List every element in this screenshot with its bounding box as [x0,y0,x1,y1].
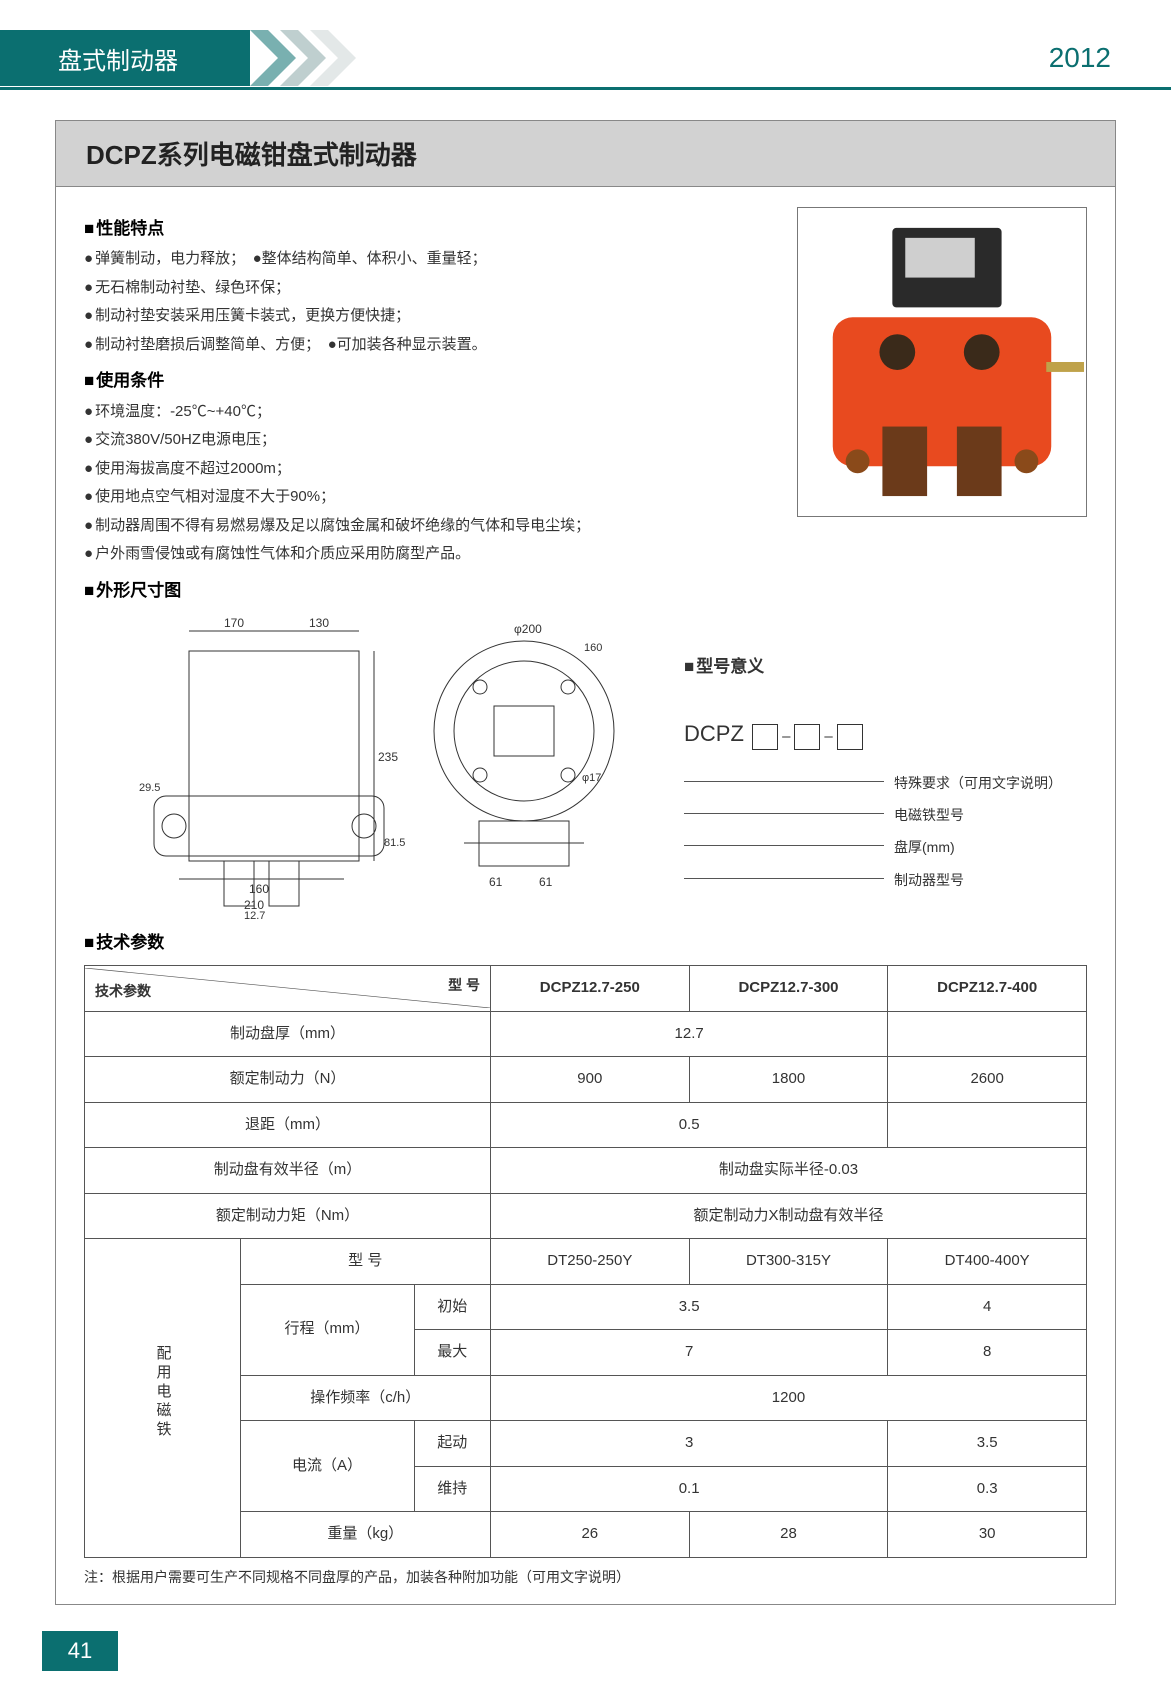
category-banner: 盘式制动器 [0,30,250,86]
svg-text:φ17: φ17 [582,772,601,784]
param-value: 7 [490,1330,887,1376]
table-row: 额定制动力（N） 900 1800 2600 [85,1057,1087,1103]
param-label: 制动盘有效半径（m） [85,1148,491,1194]
param-sublabel: 维持 [414,1466,490,1512]
page-number: 41 [42,1631,118,1671]
param-label: 额定制动力矩（Nm） [85,1193,491,1239]
svg-text:130: 130 [309,616,329,630]
param-value: 1200 [490,1375,1086,1421]
param-label: 制动盘厚（mm） [85,1011,491,1057]
header-param: 技术参数 [95,978,151,1005]
content-box: DCPZ系列电磁钳盘式制动器 性能特点 弹簧制动，电力释放； ●整体结构简单、体… [55,120,1116,1605]
table-row: 制动盘有效半径（m） 制动盘实际半径-0.03 [85,1148,1087,1194]
param-label: 退距（mm） [85,1102,491,1148]
param-label: 重量（kg） [240,1512,490,1558]
legend-item: 制动器型号 [684,864,1087,896]
param-value: 8 [888,1330,1087,1376]
param-sublabel: 起动 [414,1421,490,1467]
svg-text:170: 170 [224,616,244,630]
model-meaning-heading: 型号意义 [684,651,1087,683]
model-meaning-block: 型号意义 DCPZ –– 特殊要求（可用文字说明） 电磁铁型号 盘厚(mm) 制… [654,611,1087,921]
technical-drawing: 170 130 235 29.5 12.7 160 210 [84,611,644,921]
param-value: DT400-400Y [888,1239,1087,1285]
legend-item: 盘厚(mm) [684,831,1087,863]
legend-item: 电磁铁型号 [684,799,1087,831]
param-value: DT250-250Y [490,1239,689,1285]
banner-chevrons [250,30,390,86]
svg-text:61: 61 [539,875,553,889]
param-value: 1800 [689,1057,888,1103]
svg-text:235: 235 [378,750,398,764]
svg-text:160: 160 [249,882,269,896]
category-title: 盘式制动器 [58,41,178,76]
model-box [837,724,863,750]
body-area: 性能特点 弹簧制动，电力释放； ●整体结构简单、体积小、重量轻； 无石棉制动衬垫… [56,187,1115,1604]
param-value: 4 [888,1284,1087,1330]
param-value [888,1011,1087,1057]
header-model: 型 号 [448,972,480,999]
param-value: 3 [490,1421,887,1467]
table-row: 配用电磁铁 型 号 DT250-250Y DT300-315Y DT400-40… [85,1239,1087,1285]
model-col: DCPZ12.7-400 [888,966,1087,1012]
model-box [752,724,778,750]
param-label: 操作频率（c/h） [240,1375,490,1421]
svg-text:210: 210 [244,898,264,912]
diagram-row: 170 130 235 29.5 12.7 160 210 [84,611,1087,921]
param-label: 行程（mm） [240,1284,414,1375]
svg-text:81.5: 81.5 [384,837,405,849]
svg-text:29.5: 29.5 [139,782,160,794]
param-label: 额定制动力（N） [85,1057,491,1103]
table-row: 额定制动力矩（Nm） 额定制动力X制动盘有效半径 [85,1193,1087,1239]
legend-item: 特殊要求（可用文字说明） [684,767,1087,799]
top-banner: 盘式制动器 2012 [0,0,1171,90]
param-label: 型 号 [240,1239,490,1285]
param-value: 3.5 [490,1284,887,1330]
param-value [888,1102,1087,1148]
svg-text:φ200: φ200 [514,622,542,636]
table-row: 退距（mm） 0.5 [85,1102,1087,1148]
footnote: 注：根据用户需要可生产不同规格不同盘厚的产品，加装各种附加功能（可用文字说明） [84,1564,1087,1591]
param-value: 0.3 [888,1466,1087,1512]
model-prefix: DCPZ [684,721,744,746]
year-label: 2012 [1049,42,1111,74]
product-title: DCPZ系列电磁钳盘式制动器 [56,121,1115,187]
param-label: 电流（A） [240,1421,414,1512]
param-sublabel: 最大 [414,1330,490,1376]
table-row: 型 号 技术参数 DCPZ12.7-250 DCPZ12.7-300 DCPZ1… [85,966,1087,1012]
param-value: 900 [490,1057,689,1103]
catalog-page: 盘式制动器 2012 DCPZ系列电磁钳盘式制动器 [0,0,1171,1685]
param-value: 26 [490,1512,689,1558]
model-col: DCPZ12.7-250 [490,966,689,1012]
model-code-diagram: DCPZ –– [684,713,1087,755]
tech-params-heading: 技术参数 [84,927,1087,959]
diagonal-header: 型 号 技术参数 [85,968,490,1008]
magnet-group-label: 配用电磁铁 [85,1239,241,1558]
table-row: 制动盘厚（mm） 12.7 [85,1011,1087,1057]
model-legend: 特殊要求（可用文字说明） 电磁铁型号 盘厚(mm) 制动器型号 [684,767,1087,896]
param-value: 3.5 [888,1421,1087,1467]
param-value: 制动盘实际半径-0.03 [490,1148,1086,1194]
param-value: 2600 [888,1057,1087,1103]
dimension-heading: 外形尺寸图 [84,575,1087,607]
condition-item: 户外雨雪侵蚀或有腐蚀性气体和介质应采用防腐型产品。 [84,540,1087,569]
param-value: 12.7 [490,1011,887,1057]
model-box [794,724,820,750]
param-value: 28 [689,1512,888,1558]
param-value: 额定制动力X制动盘有效半径 [490,1193,1086,1239]
param-value: 30 [888,1512,1087,1558]
spec-table: 型 号 技术参数 DCPZ12.7-250 DCPZ12.7-300 DCPZ1… [84,965,1087,1558]
param-value: DT300-315Y [689,1239,888,1285]
param-value: 0.1 [490,1466,887,1512]
param-value: 0.5 [490,1102,887,1148]
svg-text:160: 160 [584,642,602,654]
product-photo [797,207,1087,517]
svg-text:61: 61 [489,875,503,889]
param-sublabel: 初始 [414,1284,490,1330]
model-col: DCPZ12.7-300 [689,966,888,1012]
